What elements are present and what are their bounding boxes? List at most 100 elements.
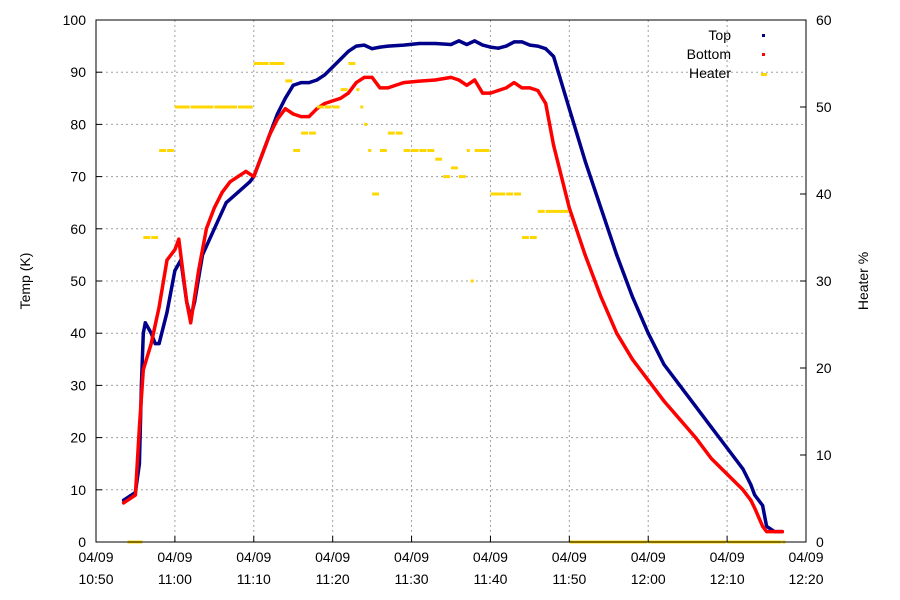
x-tick-label-date: 04/09 [552,549,587,565]
heater-point [395,131,403,135]
bottom-point [133,493,138,497]
top-point [496,46,500,50]
top-point [315,78,319,82]
bottom-point [244,169,248,173]
top-point [567,107,571,111]
heater-point [301,131,308,135]
x-tick-label-time: 11:50 [552,571,586,587]
bottom-point [709,456,713,461]
bottom-point [165,258,169,262]
top-point [449,42,453,47]
bottom-point [228,180,232,184]
y-axis-title: Temp (K) [17,253,33,310]
y-tick-label: 80 [70,116,86,132]
y-tick-label: 70 [70,169,86,185]
bottom-point [283,107,287,111]
legend-label-heater: Heater [689,65,731,81]
y-tick-label: 90 [70,64,86,80]
top-point [299,81,303,85]
bottom-point [386,86,390,90]
bottom-point [615,331,619,335]
heater-point [293,149,301,152]
heater-point [332,105,340,109]
y-tick-label: 30 [70,377,86,393]
bottom-point [354,81,358,85]
top-point [346,49,351,53]
bottom-point [157,305,161,309]
heater-point [380,149,387,152]
top-point [386,44,390,48]
series-layer [121,39,786,544]
top-point [488,45,493,49]
grid-layer [96,20,806,542]
bottom-point [299,114,303,119]
top-point [599,206,603,210]
bottom-point [544,101,548,106]
bottom-point [772,529,777,534]
heater-point [159,149,166,152]
y-tick-label: 50 [70,273,86,289]
top-point [583,159,587,163]
top-point [709,425,713,429]
bottom-point [323,101,327,106]
bottom-point [267,133,272,137]
heater-point [151,236,159,239]
top-point [236,190,240,194]
legend-label-bottom: Bottom [687,46,731,62]
heater-point [490,192,506,196]
bottom-point [693,436,698,440]
heater-point [466,149,470,152]
bottom-point [417,79,422,83]
y-tick-label: 40 [70,325,86,341]
heater-point [411,149,419,152]
bottom-point [473,78,477,82]
bottom-point [551,143,556,147]
bottom-point [520,86,524,90]
x-tick-label-time: 12:10 [710,571,745,587]
heater-point [356,88,360,92]
heater-point [529,236,537,239]
bottom-point [480,91,485,95]
top-point [143,321,147,325]
bottom-point [149,342,153,346]
bottom-point [780,529,784,534]
top-point [473,39,477,43]
top-point [433,41,437,46]
bottom-point [741,488,745,492]
y2-axis-title: Heater % [855,252,871,310]
bottom-point [260,154,264,158]
bottom-point [177,237,181,241]
bottom-point [291,112,295,116]
bottom-point [528,86,532,90]
heater-point [522,236,529,239]
y-tick-label: 0 [78,534,86,550]
bottom-point [488,91,493,95]
top-point [678,383,682,387]
heater-point [368,149,372,152]
top-point [165,310,169,314]
legend-label-top: Top [708,27,731,43]
axis-layer: 0 10 20 30 40 50 60 70 80 90 100 0 10 20 30 40 50 60 04/09… [63,12,832,587]
top-point [331,65,335,69]
bottom-point [764,529,769,534]
heater-point [514,192,521,196]
top-point [753,493,757,497]
heater-point [214,105,237,109]
heater-point [451,166,458,170]
top-point [283,96,287,100]
legend-marker-bottom [762,53,765,56]
top-point [615,253,619,257]
bottom-point [725,472,729,476]
top-point [536,44,540,48]
heater-point [324,105,332,109]
top-point [764,524,769,528]
legend-marker-heater [761,73,767,76]
heater-point [537,209,545,213]
top-point [662,362,666,367]
bottom-point [433,78,437,82]
top-line [121,39,785,534]
top-point [153,342,157,346]
heater-point [309,131,316,135]
heater-point [285,79,293,83]
